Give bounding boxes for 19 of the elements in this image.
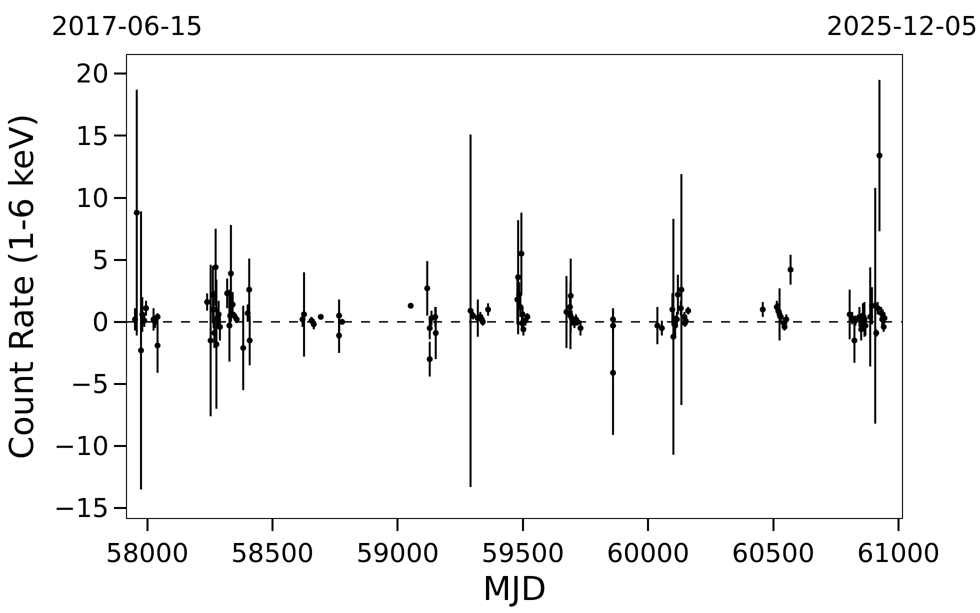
y-tick-label: 15 xyxy=(76,122,109,152)
x-tick-label: 59500 xyxy=(482,539,564,570)
x-tick-label: 58500 xyxy=(231,539,314,570)
x-tick-label: 60500 xyxy=(732,539,815,570)
x2-tick-label: 2025-12-05 xyxy=(826,12,978,42)
y-tick-label: 5 xyxy=(92,246,109,276)
x-axis-title: MJD xyxy=(482,569,546,608)
y-tick-label: 20 xyxy=(76,60,109,90)
x-tick-label: 58000 xyxy=(106,539,189,570)
x-tick-label: 61000 xyxy=(857,539,940,570)
x2-tick-label: 2017-06-15 xyxy=(51,12,203,42)
y-axis-title: Count Rate (1-6 keV) xyxy=(2,114,41,460)
y-tick-label: 0 xyxy=(92,308,109,338)
x-tick-label: 59000 xyxy=(356,539,440,570)
y-tick-label: 10 xyxy=(76,184,109,214)
x-tick-label: 60000 xyxy=(606,539,690,570)
y-tick-label: −5 xyxy=(70,370,109,400)
y-tick-label: −10 xyxy=(54,432,109,462)
y-tick-label: −15 xyxy=(54,494,109,524)
